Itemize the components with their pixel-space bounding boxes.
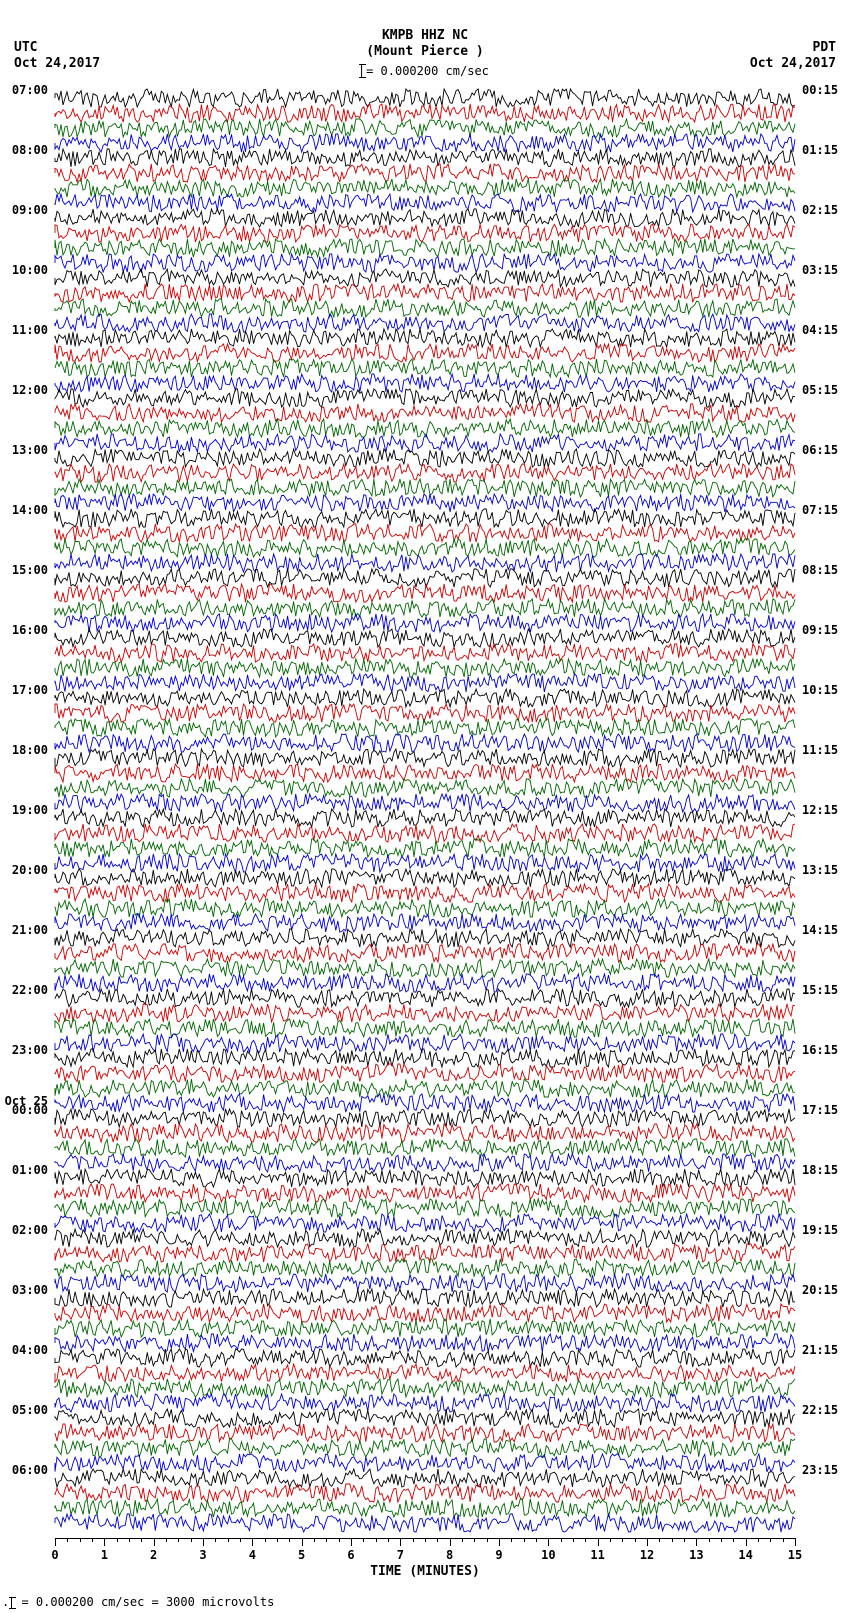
utc-time-label: 22:00 bbox=[12, 983, 48, 997]
utc-time-label: 18:00 bbox=[12, 743, 48, 757]
scale-indicator: = 0.000200 cm/sec bbox=[361, 64, 489, 78]
seismogram-container: KMPB HHZ NC (Mount Pierce ) = 0.000200 c… bbox=[0, 0, 850, 1613]
pdt-time-label: 19:15 bbox=[802, 1223, 838, 1237]
pdt-time-label: 14:15 bbox=[802, 923, 838, 937]
x-tick-label: 2 bbox=[150, 1548, 157, 1562]
pdt-time-label: 03:15 bbox=[802, 263, 838, 277]
x-tick bbox=[795, 1538, 796, 1546]
pdt-time-label: 18:15 bbox=[802, 1163, 838, 1177]
pdt-time-labels: 00:1501:1502:1503:1504:1505:1506:1507:15… bbox=[798, 90, 850, 1530]
utc-time-label: 01:00 bbox=[12, 1163, 48, 1177]
utc-time-label: 11:00 bbox=[12, 323, 48, 337]
pdt-time-label: 07:15 bbox=[802, 503, 838, 517]
x-tick-label: 0 bbox=[51, 1548, 58, 1562]
x-tick-label: 9 bbox=[495, 1548, 502, 1562]
pdt-time-label: 04:15 bbox=[802, 323, 838, 337]
x-tick bbox=[548, 1538, 549, 1546]
x-tick bbox=[598, 1538, 599, 1546]
utc-time-label: 12:00 bbox=[12, 383, 48, 397]
pdt-time-label: 23:15 bbox=[802, 1463, 838, 1477]
pdt-time-label: 01:15 bbox=[802, 143, 838, 157]
x-tick bbox=[351, 1538, 352, 1546]
utc-time-label: 09:00 bbox=[12, 203, 48, 217]
trace-row bbox=[55, 1515, 795, 1530]
utc-time-label: 04:00 bbox=[12, 1343, 48, 1357]
station-code: KMPB HHZ NC bbox=[0, 28, 850, 43]
x-tick bbox=[647, 1538, 648, 1546]
x-tick bbox=[104, 1538, 105, 1546]
utc-time-label: 00:00 bbox=[12, 1103, 48, 1117]
utc-time-label: 19:00 bbox=[12, 803, 48, 817]
pdt-time-label: 16:15 bbox=[802, 1043, 838, 1057]
utc-time-label: 20:00 bbox=[12, 863, 48, 877]
pdt-time-label: 21:15 bbox=[802, 1343, 838, 1357]
x-tick bbox=[302, 1538, 303, 1546]
pdt-time-label: 17:15 bbox=[802, 1103, 838, 1117]
x-tick bbox=[499, 1538, 500, 1546]
x-tick bbox=[154, 1538, 155, 1546]
x-tick-label: 14 bbox=[738, 1548, 752, 1562]
utc-time-label: 21:00 bbox=[12, 923, 48, 937]
x-tick-label: 15 bbox=[788, 1548, 802, 1562]
pdt-time-label: 02:15 bbox=[802, 203, 838, 217]
utc-time-label: 06:00 bbox=[12, 1463, 48, 1477]
footer-scale: . = 0.000200 cm/sec = 3000 microvolts bbox=[2, 1595, 274, 1609]
utc-time-label: 08:00 bbox=[12, 143, 48, 157]
pdt-time-label: 22:15 bbox=[802, 1403, 838, 1417]
footer-text: = 0.000200 cm/sec = 3000 microvolts bbox=[21, 1595, 274, 1609]
scale-bar-icon bbox=[11, 1597, 12, 1609]
utc-time-label: 15:00 bbox=[12, 563, 48, 577]
scale-bar-icon bbox=[361, 64, 362, 78]
helicorder-plot bbox=[55, 90, 795, 1530]
timezone-left: UTC bbox=[14, 40, 37, 55]
x-tick bbox=[55, 1538, 56, 1546]
date-right: Oct 24,2017 bbox=[750, 56, 836, 71]
utc-time-labels: 07:0008:0009:0010:0011:0012:0013:0014:00… bbox=[0, 90, 52, 1530]
timezone-right: PDT bbox=[813, 40, 836, 55]
utc-time-label: 05:00 bbox=[12, 1403, 48, 1417]
pdt-time-label: 15:15 bbox=[802, 983, 838, 997]
pdt-time-label: 00:15 bbox=[802, 83, 838, 97]
x-tick-label: 3 bbox=[199, 1548, 206, 1562]
pdt-time-label: 12:15 bbox=[802, 803, 838, 817]
pdt-time-label: 09:15 bbox=[802, 623, 838, 637]
x-tick-label: 12 bbox=[640, 1548, 654, 1562]
x-tick-label: 10 bbox=[541, 1548, 555, 1562]
pdt-time-label: 10:15 bbox=[802, 683, 838, 697]
x-tick-label: 6 bbox=[347, 1548, 354, 1562]
x-tick bbox=[203, 1538, 204, 1546]
utc-time-label: 23:00 bbox=[12, 1043, 48, 1057]
pdt-time-label: 13:15 bbox=[802, 863, 838, 877]
x-tick bbox=[696, 1538, 697, 1546]
x-tick-label: 1 bbox=[101, 1548, 108, 1562]
pdt-time-label: 08:15 bbox=[802, 563, 838, 577]
x-tick bbox=[252, 1538, 253, 1546]
pdt-time-label: 05:15 bbox=[802, 383, 838, 397]
x-tick-label: 13 bbox=[689, 1548, 703, 1562]
utc-time-label: 17:00 bbox=[12, 683, 48, 697]
x-tick bbox=[450, 1538, 451, 1546]
pdt-time-label: 20:15 bbox=[802, 1283, 838, 1297]
scale-text: = 0.000200 cm/sec bbox=[366, 64, 489, 78]
x-tick bbox=[400, 1538, 401, 1546]
utc-time-label: 07:00 bbox=[12, 83, 48, 97]
x-axis: TIME (MINUTES) 0123456789101112131415 bbox=[55, 1538, 795, 1578]
utc-time-label: 13:00 bbox=[12, 443, 48, 457]
utc-time-label: 16:00 bbox=[12, 623, 48, 637]
station-location: (Mount Pierce ) bbox=[0, 44, 850, 59]
x-tick-label: 8 bbox=[446, 1548, 453, 1562]
date-left: Oct 24,2017 bbox=[14, 56, 100, 71]
utc-time-label: 03:00 bbox=[12, 1283, 48, 1297]
x-tick-label: 4 bbox=[249, 1548, 256, 1562]
x-tick-label: 11 bbox=[590, 1548, 604, 1562]
utc-time-label: 02:00 bbox=[12, 1223, 48, 1237]
x-tick-label: 7 bbox=[397, 1548, 404, 1562]
x-tick bbox=[746, 1538, 747, 1546]
x-axis-title: TIME (MINUTES) bbox=[55, 1564, 795, 1579]
pdt-time-label: 06:15 bbox=[802, 443, 838, 457]
utc-time-label: 14:00 bbox=[12, 503, 48, 517]
pdt-time-label: 11:15 bbox=[802, 743, 838, 757]
x-tick-label: 5 bbox=[298, 1548, 305, 1562]
utc-time-label: 10:00 bbox=[12, 263, 48, 277]
